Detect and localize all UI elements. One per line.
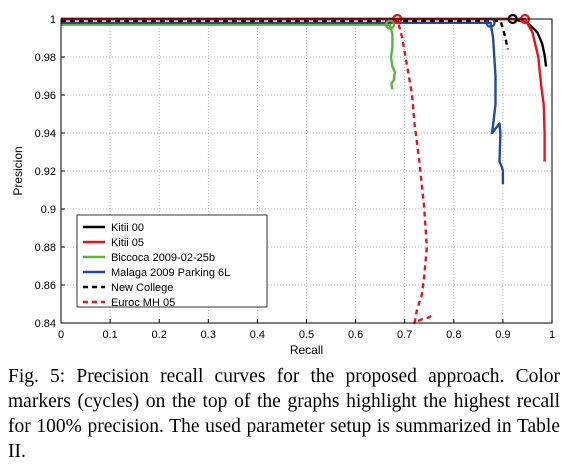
- x-tick-label: 0.5: [299, 329, 314, 341]
- y-tick-label: 0.92: [35, 166, 56, 178]
- series-line-4: [61, 21, 505, 185]
- figure-caption: Fig. 5: Precision recall curves for the …: [8, 366, 560, 462]
- y-tick-label: 0.86: [35, 280, 56, 292]
- x-tick-label: 0: [58, 329, 64, 341]
- y-tick-label: 0.88: [35, 242, 56, 254]
- legend-entry: Euroc MH 05: [111, 297, 175, 309]
- legend-entry: New College: [111, 282, 173, 294]
- x-tick-label: 0.8: [446, 329, 461, 341]
- y-tick-label: 0.9: [41, 204, 56, 216]
- series-line-5: [61, 19, 509, 50]
- y-tick-label: 0.94: [35, 128, 56, 140]
- y-axis-label: Presicion: [11, 146, 25, 195]
- series-line-1: [61, 17, 548, 67]
- x-tick-label: 0.3: [201, 329, 216, 341]
- x-tick-label: 0.6: [348, 329, 363, 341]
- legend-entry: Biccoca 2009-02-25b: [111, 252, 215, 264]
- legend-entry: Kitii 00: [111, 222, 144, 234]
- legend-entry: Malaga 2009 Parking 6L: [111, 267, 230, 279]
- x-tick-label: 0.2: [152, 329, 167, 341]
- precision-recall-chart: 0 0.1 0.2 0.3 0.4 0.5 0.6 0.7 0.8 0.9 1 0.840.860.…: [11, 13, 555, 357]
- y-tick-label: 1: [50, 14, 56, 26]
- y-tick-label: 0.98: [35, 52, 56, 64]
- legend-entry: Kitii 05: [111, 237, 144, 249]
- x-tick-label: 1: [549, 329, 555, 341]
- series-marker-3: [384, 19, 396, 30]
- x-tick-label: 0.7: [397, 329, 412, 341]
- y-tick-label: 0.84: [35, 318, 56, 330]
- y-tick-label: 0.96: [35, 90, 56, 102]
- x-axis-label: Recall: [290, 343, 323, 357]
- x-tick-label: 0.4: [250, 329, 265, 341]
- x-tick-label: 0.1: [102, 329, 117, 341]
- x-axis-ticks: 0 0.1 0.2 0.3 0.4 0.5 0.6 0.7 0.8 0.9 1: [58, 319, 555, 341]
- legend: Kitii 00 Kitii 05 Biccoca 2009-02-25b Malag…: [76, 214, 268, 309]
- x-tick-label: 0.9: [495, 329, 510, 341]
- series-line-3: [61, 23, 397, 90]
- series-line-6: [61, 17, 435, 325]
- y-axis-ticks: 0.84 0.86 0.88 0.9 0.92 0.94 0.96 0.98 1: [35, 14, 65, 330]
- legend-box: [76, 214, 268, 308]
- series-line-2: [61, 17, 546, 162]
